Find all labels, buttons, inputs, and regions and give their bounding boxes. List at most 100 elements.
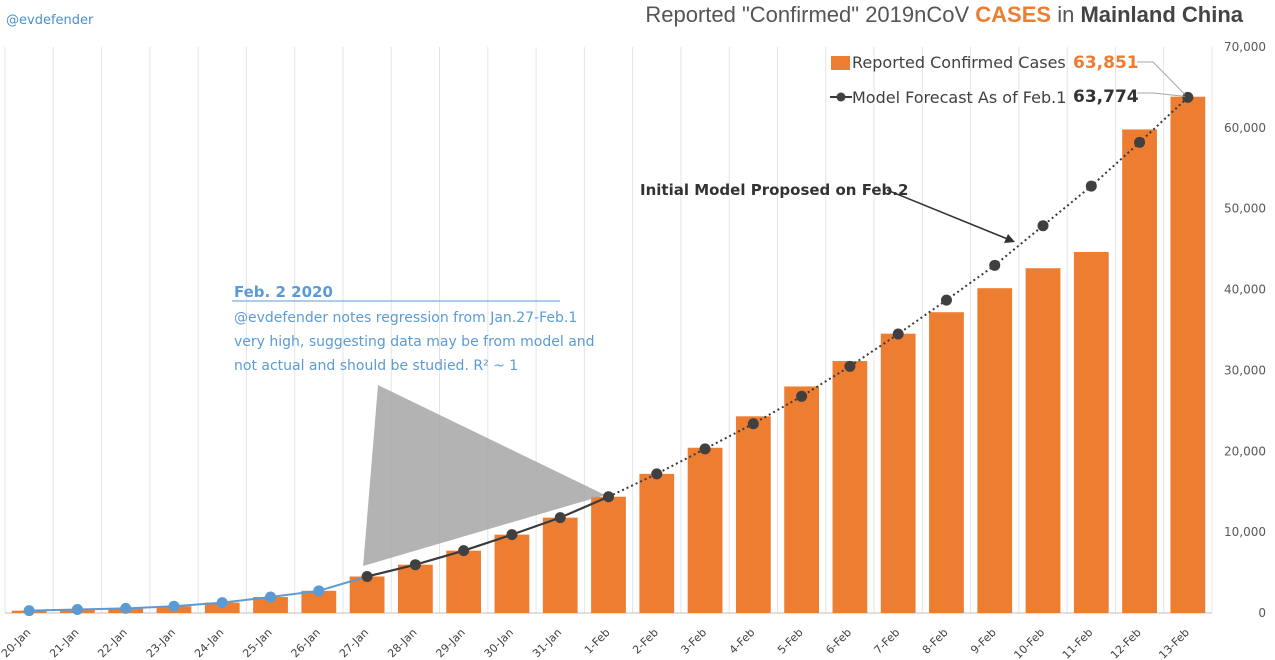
y-tick-label: 10,000 bbox=[1224, 525, 1266, 539]
legend-label-model: Model Forecast As of Feb.1 bbox=[852, 88, 1066, 107]
bar-29-Jan bbox=[446, 550, 482, 613]
note-line: @evdefender notes regression from Jan.27… bbox=[234, 310, 577, 326]
model-point-31-Jan bbox=[554, 512, 566, 524]
x-tick-label: 23-Jan bbox=[144, 626, 178, 660]
bar-9-Feb bbox=[977, 288, 1013, 613]
bar-26-Jan bbox=[301, 590, 337, 613]
x-tick-label: 20-Jan bbox=[0, 626, 33, 660]
title-bold: Mainland China bbox=[1080, 2, 1243, 27]
model-annotation-label: Initial Model Proposed on Feb.2 bbox=[640, 181, 908, 199]
x-tick-label: 31-Jan bbox=[530, 626, 564, 660]
y-tick-label: 20,000 bbox=[1224, 444, 1266, 458]
bar-2-Feb bbox=[639, 473, 675, 613]
bar-4-Feb bbox=[735, 416, 771, 613]
bar-25-Jan bbox=[253, 597, 288, 613]
early-series-line bbox=[29, 575, 368, 612]
model-point-11-Feb bbox=[1085, 180, 1097, 192]
leader-line-cases bbox=[1137, 61, 1186, 95]
bar-27-Jan bbox=[349, 576, 385, 613]
x-tick-label: 29-Jan bbox=[433, 626, 467, 660]
title-mid: in bbox=[1051, 2, 1081, 27]
x-tick-label: 27-Jan bbox=[337, 626, 371, 660]
model-point-2-Feb bbox=[651, 468, 663, 480]
note-line: not actual and should be studied. R² ~ 1 bbox=[234, 358, 518, 374]
model-point-6-Feb bbox=[844, 360, 856, 372]
x-tick-label: 28-Jan bbox=[385, 626, 419, 660]
model-point-30-Jan bbox=[506, 529, 518, 541]
model-point-12-Feb bbox=[1134, 136, 1146, 148]
model-point-13-Feb bbox=[1182, 91, 1194, 103]
early-point-23-Jan bbox=[168, 600, 180, 612]
x-tick-label: 22-Jan bbox=[95, 626, 129, 660]
model-point-29-Jan bbox=[458, 545, 470, 557]
x-tick-label: 1-Feb bbox=[582, 626, 613, 657]
model-point-1-Feb bbox=[603, 491, 614, 503]
leader-line-model bbox=[1137, 92, 1185, 97]
x-tick-label: 13-Feb bbox=[1156, 626, 1192, 660]
model-point-27-Jan bbox=[361, 570, 373, 582]
x-tick-label: 11-Feb bbox=[1060, 626, 1096, 660]
x-tick-label: 7-Feb bbox=[872, 626, 903, 657]
model-point-8-Feb bbox=[940, 294, 952, 306]
bar-3-Feb bbox=[687, 447, 723, 613]
y-tick-label: 50,000 bbox=[1224, 202, 1266, 216]
y-tick-label: 30,000 bbox=[1224, 363, 1266, 377]
model-annotation-arrow bbox=[886, 189, 1011, 241]
bar-5-Feb bbox=[784, 386, 820, 613]
legend-value-model: 63,774 bbox=[1073, 87, 1139, 107]
legend-dot-swatch bbox=[836, 92, 846, 102]
y-tick-label: 0 bbox=[1258, 606, 1266, 620]
x-tick-label: 10-Feb bbox=[1011, 626, 1047, 660]
model-point-10-Feb bbox=[1037, 220, 1049, 232]
bar-12-Feb bbox=[1122, 129, 1157, 613]
x-tick-label: 25-Jan bbox=[240, 626, 274, 660]
bar-30-Jan bbox=[494, 534, 530, 613]
bar-8-Feb bbox=[929, 312, 964, 613]
title-prefix: Reported "Confirmed" 2019nCoV bbox=[645, 2, 976, 27]
bar-10-Feb bbox=[1025, 268, 1061, 613]
x-tick-label: 9-Feb bbox=[968, 626, 999, 657]
bar-13-Feb bbox=[1170, 96, 1206, 613]
legend-value-cases: 63,851 bbox=[1073, 53, 1139, 73]
early-point-21-Jan bbox=[71, 603, 83, 615]
early-point-24-Jan bbox=[216, 597, 228, 609]
x-tick-label: 3-Feb bbox=[678, 626, 709, 657]
chart-title: Reported "Confirmed" 2019nCoV CASES in M… bbox=[645, 2, 1243, 28]
early-point-26-Jan bbox=[313, 585, 325, 597]
early-point-25-Jan bbox=[265, 591, 277, 603]
y-tick-label: 40,000 bbox=[1224, 283, 1266, 297]
callout-triangle bbox=[363, 385, 605, 566]
model-point-7-Feb bbox=[892, 328, 904, 340]
early-point-20-Jan bbox=[23, 605, 35, 617]
bar-28-Jan bbox=[397, 564, 433, 613]
y-tick-label: 60,000 bbox=[1224, 121, 1266, 135]
bar-7-Feb bbox=[880, 333, 916, 613]
x-tick-label: 12-Feb bbox=[1108, 626, 1144, 660]
model-point-9-Feb bbox=[989, 259, 1001, 271]
x-tick-label: 4-Feb bbox=[727, 626, 758, 657]
note-title: Feb. 2 2020 bbox=[234, 283, 333, 301]
x-tick-label: 8-Feb bbox=[920, 626, 951, 657]
model-point-3-Feb bbox=[699, 443, 711, 455]
x-tick-label: 30-Jan bbox=[482, 626, 516, 660]
bar-31-Jan bbox=[542, 517, 578, 613]
x-tick-label: 24-Jan bbox=[192, 626, 226, 660]
x-tick-label: 6-Feb bbox=[823, 626, 854, 657]
y-tick-label: 70,000 bbox=[1224, 40, 1266, 54]
legend-bar-swatch bbox=[831, 56, 850, 70]
title-highlight: CASES bbox=[975, 2, 1052, 27]
model-point-5-Feb bbox=[796, 390, 808, 402]
bar-6-Feb bbox=[832, 361, 868, 613]
note-line: very high, suggesting data may be from m… bbox=[234, 334, 595, 350]
model-annotation-arrowhead bbox=[1004, 234, 1015, 243]
x-tick-label: 26-Jan bbox=[289, 626, 323, 660]
model-point-4-Feb bbox=[747, 418, 759, 430]
bar-1-Feb bbox=[591, 496, 626, 613]
model-point-28-Jan bbox=[409, 559, 421, 571]
x-tick-label: 2-Feb bbox=[630, 626, 661, 657]
x-tick-label: 5-Feb bbox=[775, 626, 806, 657]
x-tick-label: 21-Jan bbox=[47, 626, 81, 660]
bar-11-Feb bbox=[1073, 251, 1109, 613]
author-handle: @evdefender bbox=[6, 13, 94, 28]
